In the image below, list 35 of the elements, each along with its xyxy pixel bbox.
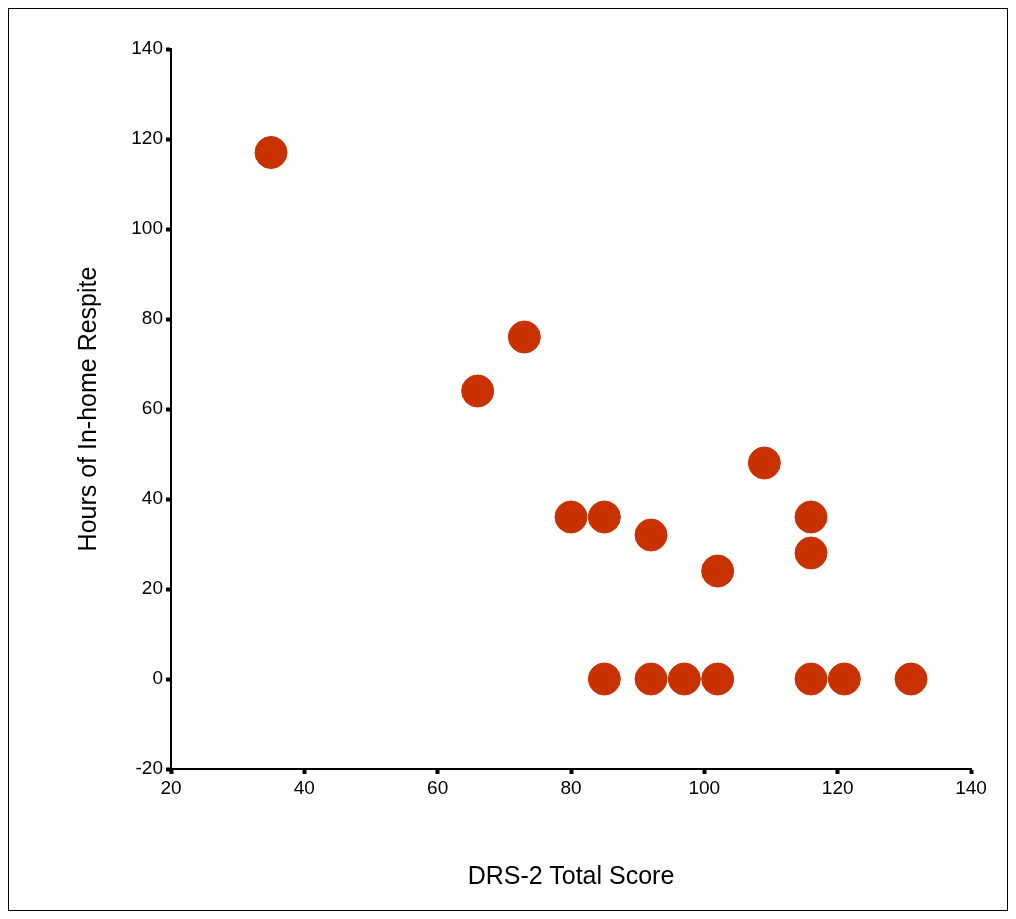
point — [554, 500, 588, 534]
point — [794, 536, 828, 570]
point — [701, 554, 735, 588]
x-tick-label: 140 — [955, 776, 987, 798]
point — [794, 500, 828, 534]
y-tick-label: 60 — [141, 397, 163, 419]
point — [894, 662, 928, 696]
point — [634, 518, 668, 552]
point — [701, 662, 735, 696]
x-axis-title: DRS-2 Total Score — [467, 860, 675, 889]
point — [587, 500, 621, 534]
y-tick-label: 0 — [152, 667, 163, 689]
y-tick-label: 20 — [141, 577, 163, 599]
y-tick-label: 120 — [131, 127, 163, 149]
x-tick-label: 60 — [427, 776, 449, 798]
point — [587, 662, 621, 696]
point — [634, 662, 668, 696]
point — [827, 662, 861, 696]
y-tick-label: 140 — [131, 37, 163, 59]
x-tick-label: 120 — [821, 776, 854, 798]
point — [747, 446, 781, 480]
y-axis-title: Hours of In-home Respite — [72, 266, 101, 552]
point — [667, 662, 701, 696]
y-tick-label: 100 — [131, 217, 163, 239]
x-tick-label: 100 — [688, 776, 721, 798]
x-tick-label: 40 — [293, 776, 315, 798]
y-tick-label: 80 — [141, 307, 163, 329]
x-tick-label: 20 — [160, 776, 182, 798]
point — [794, 662, 828, 696]
point — [507, 320, 541, 354]
point — [461, 374, 495, 408]
point — [254, 136, 288, 169]
y-tick-label: 40 — [141, 487, 163, 509]
x-tick-label: 80 — [560, 776, 582, 798]
y-tick-label: -20 — [135, 757, 163, 779]
